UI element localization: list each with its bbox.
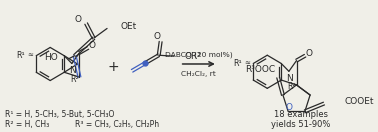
Text: N: N [70,66,76,75]
Text: ≈: ≈ [245,60,250,65]
Text: DABCO (20 mol%): DABCO (20 mol%) [165,51,232,58]
Text: R²: R² [70,75,79,84]
Text: ≈: ≈ [28,52,33,58]
Text: +: + [107,60,119,74]
Text: O: O [305,49,312,58]
Text: 18 examples: 18 examples [274,110,328,119]
Text: R²: R² [287,82,296,91]
Text: O: O [153,32,160,41]
Text: yields 51-90%: yields 51-90% [271,121,330,129]
Text: R² = H, CH₃: R² = H, CH₃ [5,121,49,129]
Text: O: O [285,103,293,112]
Text: N: N [287,74,293,83]
Text: HO: HO [44,53,57,62]
Text: R¹: R¹ [16,51,25,60]
Text: R³OOC: R³OOC [245,65,275,74]
Text: R¹ = H, 5-CH₃, 5-But, 5-CH₃O: R¹ = H, 5-CH₃, 5-But, 5-CH₃O [5,110,114,119]
Text: R¹: R¹ [233,59,242,68]
Text: OR³: OR³ [184,52,201,61]
Text: O: O [88,41,95,50]
Text: O: O [74,15,81,24]
Text: CH₂Cl₂, rt: CH₂Cl₂, rt [181,71,216,77]
Text: COOEt: COOEt [345,97,374,106]
Text: OEt: OEt [120,22,136,31]
Text: R³ = CH₃, C₂H₅, CH₂Ph: R³ = CH₃, C₂H₅, CH₂Ph [75,121,159,129]
